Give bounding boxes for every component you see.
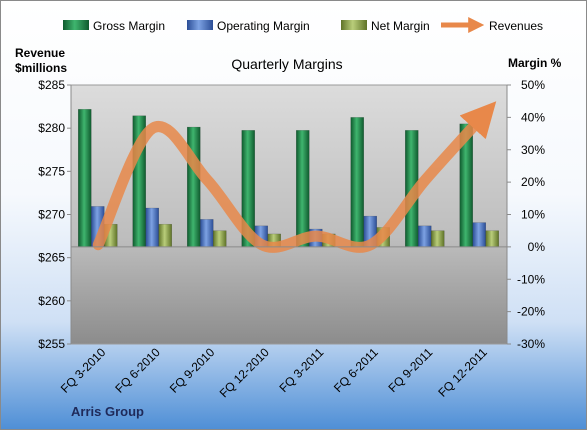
right-axis-tick-label: -30% <box>517 337 545 351</box>
bar-operating-margin <box>200 219 214 248</box>
legend-swatch-net-margin <box>341 20 367 30</box>
bar-operating-margin <box>472 222 486 248</box>
legend-item-revenues[interactable]: Revenues <box>441 16 543 34</box>
legend-label-revenues: Revenues <box>489 19 543 33</box>
left-axis-tick-label: $260 <box>38 294 65 308</box>
bar-operating-margin <box>418 225 432 248</box>
bar-gross-margin <box>78 109 92 248</box>
x-axis-tick-label: FQ 3-2011 <box>277 345 327 395</box>
bar-gross-margin <box>296 130 310 248</box>
left-axis-tick-label: $275 <box>38 164 65 178</box>
bar-net-margin <box>485 230 499 248</box>
right-axis-tick-label: 20% <box>521 175 545 189</box>
right-axis-title: Margin % <box>508 56 562 70</box>
right-axis-tick-label: 10% <box>521 208 545 222</box>
legend: Gross Margin Operating Margin Net Margin… <box>63 16 543 34</box>
left-axis-title-line2: $millions <box>15 61 67 75</box>
bar-operating-margin <box>145 207 159 248</box>
x-axis-tick-label: FQ 3-2010 <box>58 345 109 396</box>
legend-label-operating-margin: Operating Margin <box>217 19 310 33</box>
legend-label-net-margin: Net Margin <box>371 19 430 33</box>
x-axis-tick-label: FQ 6-2011 <box>331 345 381 395</box>
left-axis-tick-label: $255 <box>38 337 65 351</box>
right-axis-tick-label: 0% <box>528 240 546 254</box>
legend-item-operating-margin[interactable]: Operating Margin <box>187 19 310 33</box>
left-axis-tick-label: $280 <box>38 121 65 135</box>
bar-gross-margin <box>350 117 364 248</box>
legend-label-gross-margin: Gross Margin <box>93 19 165 33</box>
company-name: Arris Group <box>71 404 144 419</box>
legend-item-net-margin[interactable]: Net Margin <box>341 19 430 33</box>
x-axis-tick-label: FQ 9-2011 <box>386 345 436 395</box>
legend-swatch-gross-margin <box>63 20 89 30</box>
x-axis-tick-label: FQ 12-2011 <box>435 345 490 400</box>
bar-net-margin <box>213 230 227 248</box>
right-axis-tick-label: 50% <box>521 78 545 92</box>
bar-gross-margin <box>187 126 201 248</box>
legend-swatch-operating-margin <box>187 20 213 30</box>
bar-net-margin <box>431 230 445 248</box>
x-axis-tick-label: FQ 6-2010 <box>112 345 163 396</box>
right-axis-tick-label: 40% <box>521 110 545 124</box>
x-axis-tick-label: FQ 12-2010 <box>217 345 272 400</box>
right-axis-tick-label: -10% <box>517 272 545 286</box>
right-axis-tick-label: 30% <box>521 143 545 157</box>
bar-net-margin <box>158 223 172 248</box>
chart-title: Quarterly Margins <box>231 56 342 72</box>
x-axis-tick-label: FQ 9-2010 <box>167 345 218 396</box>
left-axis-tick-label: $285 <box>38 78 65 92</box>
left-axis-title-line1: Revenue <box>15 46 65 60</box>
legend-item-gross-margin[interactable]: Gross Margin <box>63 19 165 33</box>
right-axis-tick-label: -20% <box>517 305 545 319</box>
left-axis-tick-label: $265 <box>38 251 65 265</box>
left-axis-tick-label: $270 <box>38 208 65 222</box>
